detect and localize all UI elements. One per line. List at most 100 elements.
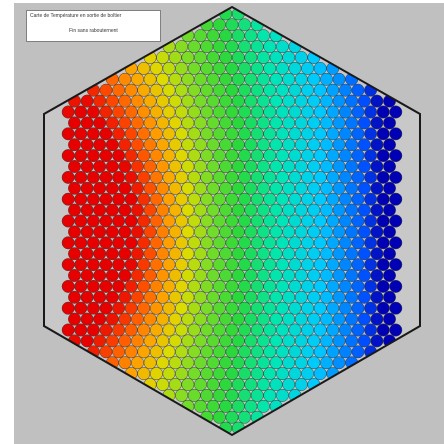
fuel-pin-cell bbox=[345, 203, 359, 217]
fuel-pin-cell bbox=[263, 61, 277, 75]
fuel-pin-cell bbox=[206, 138, 220, 152]
fuel-pin-cell bbox=[137, 149, 151, 163]
fuel-pin-cell bbox=[275, 367, 289, 381]
fuel-pin-cell bbox=[231, 72, 245, 86]
fuel-pin-cell bbox=[294, 116, 308, 130]
fuel-pin-cell bbox=[200, 258, 214, 272]
fuel-pin-cell bbox=[357, 269, 371, 282]
fuel-pin-cell bbox=[212, 127, 226, 141]
fuel-pin-cell bbox=[175, 236, 189, 250]
fuel-pin-cell bbox=[244, 181, 258, 195]
fuel-pin-cell bbox=[99, 192, 113, 206]
fuel-pin-cell bbox=[282, 116, 296, 130]
fuel-pin-cell bbox=[389, 192, 403, 206]
fuel-pin-cell bbox=[351, 192, 365, 206]
fuel-pin-cell bbox=[212, 40, 226, 54]
fuel-pin-cell bbox=[162, 149, 176, 163]
fuel-pin-cell bbox=[275, 323, 289, 337]
fuel-pin-cell bbox=[313, 149, 327, 163]
fuel-pin-cell bbox=[86, 149, 100, 163]
fuel-pin-cell bbox=[194, 247, 207, 261]
fuel-pin-cell bbox=[80, 116, 94, 130]
fuel-pin-cell bbox=[61, 149, 75, 163]
fuel-pin-cell bbox=[112, 279, 126, 293]
fuel-pin-cell bbox=[175, 279, 189, 293]
fuel-pin-cell bbox=[275, 61, 289, 75]
fuel-pin-cell bbox=[124, 127, 138, 141]
fuel-pin-cell bbox=[364, 149, 378, 163]
fuel-pin-cell bbox=[143, 203, 157, 217]
fuel-pin-cell bbox=[313, 83, 327, 97]
fuel-pin-cell bbox=[275, 83, 289, 97]
fuel-pin-cell bbox=[383, 247, 396, 261]
fuel-pin-cell bbox=[238, 279, 252, 293]
fuel-pin-cell bbox=[238, 258, 252, 272]
fuel-pin-cell bbox=[105, 94, 119, 108]
fuel-pin-cell bbox=[244, 247, 258, 261]
fuel-pin-cell bbox=[338, 279, 352, 293]
fuel-pin-cell bbox=[112, 192, 126, 206]
fuel-pin-cell bbox=[294, 72, 308, 86]
fuel-pin-cell bbox=[244, 269, 258, 282]
fuel-pin-cell bbox=[99, 279, 113, 293]
fuel-pin-cell bbox=[231, 29, 245, 43]
fuel-pin-cell bbox=[250, 345, 264, 359]
fuel-pin-cell bbox=[257, 51, 270, 64]
fuel-pin-cell bbox=[162, 105, 176, 119]
fuel-pin-cell bbox=[275, 40, 289, 54]
fuel-pin-cell bbox=[269, 138, 283, 152]
fuel-pin-cell bbox=[187, 301, 201, 315]
fuel-pin-cell bbox=[376, 105, 390, 119]
fuel-pin-cell bbox=[294, 138, 308, 152]
fuel-pin-cell bbox=[263, 367, 277, 381]
fuel-pin-cell bbox=[320, 181, 333, 195]
fuel-pin-cell bbox=[338, 170, 352, 184]
fuel-pin-cell bbox=[200, 127, 214, 141]
fuel-pin-cell bbox=[61, 279, 75, 293]
fuel-pin-cell bbox=[250, 388, 264, 402]
fuel-pin-cell bbox=[275, 127, 289, 141]
fuel-pin-cell bbox=[105, 181, 119, 195]
fuel-pin-cell bbox=[332, 356, 346, 370]
fuel-pin-cell bbox=[301, 258, 315, 272]
fuel-pin-cell bbox=[326, 192, 340, 206]
fuel-pin-cell bbox=[231, 181, 245, 195]
fuel-pin-cell bbox=[200, 61, 214, 75]
fuel-pin-cell bbox=[250, 170, 264, 184]
fuel-pin-cell bbox=[364, 323, 378, 337]
fuel-pin-cell bbox=[162, 279, 176, 293]
fuel-pin-cell bbox=[238, 170, 252, 184]
fuel-pin-cell bbox=[250, 301, 264, 315]
fuel-pin-cell bbox=[118, 72, 132, 86]
fuel-pin-cell bbox=[149, 258, 163, 272]
fuel-pin-cell bbox=[105, 269, 119, 282]
fuel-pin-cell bbox=[118, 247, 132, 261]
fuel-pin-cell bbox=[313, 61, 327, 75]
fuel-pin-cell bbox=[99, 236, 113, 250]
fuel-pin-cell bbox=[307, 72, 321, 86]
fuel-pin-cell bbox=[301, 192, 315, 206]
fuel-pin-cell bbox=[244, 94, 258, 108]
fuel-pin-cell bbox=[80, 225, 94, 239]
fuel-pin-cell bbox=[288, 258, 302, 272]
fuel-pin-cell bbox=[200, 105, 214, 119]
fuel-pin-cell bbox=[74, 236, 88, 250]
fuel-pin-cell bbox=[313, 301, 327, 315]
fuel-pin-cell bbox=[181, 247, 195, 261]
fuel-pin-cell bbox=[301, 105, 315, 119]
fuel-pin-cell bbox=[68, 203, 81, 217]
fuel-pin-cell bbox=[376, 149, 390, 163]
fuel-pin-cell bbox=[131, 312, 144, 326]
fuel-pin-cell bbox=[156, 203, 170, 217]
fuel-pin-cell bbox=[194, 334, 207, 348]
fuel-pin-cell bbox=[257, 290, 270, 304]
fuel-pin-cell bbox=[194, 181, 207, 195]
fuel-pin-cell bbox=[118, 160, 132, 173]
fuel-pin-cell bbox=[168, 181, 182, 195]
fuel-pin-cell bbox=[288, 236, 302, 250]
fuel-pin-cell bbox=[351, 83, 365, 97]
fuel-pin-cell bbox=[275, 279, 289, 293]
fuel-pin-cell bbox=[187, 83, 201, 97]
fuel-pin-cell bbox=[93, 181, 107, 195]
fuel-pin-cell bbox=[156, 269, 170, 282]
